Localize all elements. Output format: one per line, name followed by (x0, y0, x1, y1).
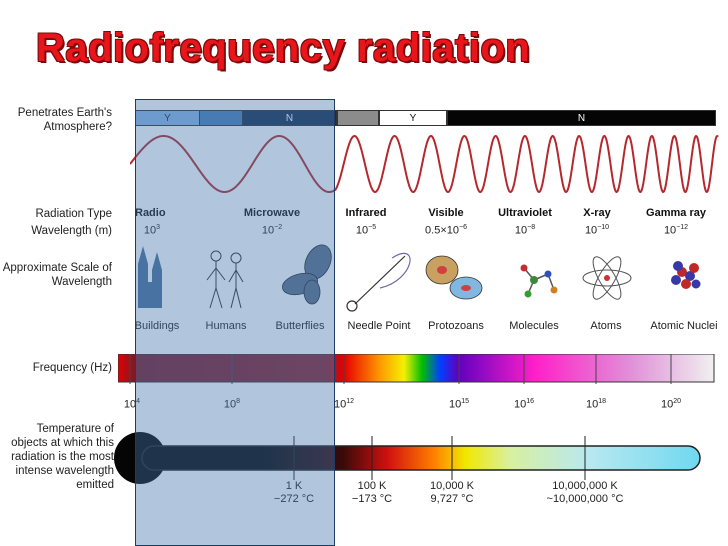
type-xray: X-ray (583, 207, 611, 219)
wavelength-microwave: 10−2 (261, 224, 283, 237)
frequency-bar (118, 354, 715, 384)
temp-1k: 1 K −272 °C (273, 480, 315, 505)
penetration-segment-no-2: N (447, 110, 716, 126)
slide-title: Radiofrequency radiation (36, 26, 531, 70)
object-buildings: Buildings (134, 320, 180, 332)
type-radio: Radio (135, 207, 166, 219)
thermometer-bar (114, 432, 701, 484)
temp-100k: 100 K −173 °C (351, 480, 393, 505)
object-atomic-nuclei: Atomic Nuclei (650, 320, 718, 332)
wavelength-gamma: 10−12 (663, 224, 689, 237)
temperature-label: Temperature of objects at which this rad… (11, 423, 114, 491)
freq-tick-15: 1015 (448, 398, 470, 411)
wavelength-visible: 0.5×10−6 (425, 224, 467, 237)
object-humans: Humans (205, 320, 247, 332)
wavelength-ultraviolet: 10−8 (514, 224, 536, 237)
needle-icon (346, 252, 411, 312)
penetration-segment-no-1: N (242, 110, 337, 126)
protozoan-icon (425, 255, 483, 300)
temp-10000k: 10,000 K 9,727 °C (429, 480, 475, 505)
freq-tick-16: 1016 (513, 398, 535, 411)
object-needle-point: Needle Point (347, 320, 411, 332)
molecule-icon (520, 264, 558, 298)
freq-tick-12: 1012 (333, 398, 355, 411)
type-microwave: Microwave (243, 207, 301, 219)
freq-tick-18: 1018 (585, 398, 607, 411)
buildings-icon (138, 246, 162, 308)
wavelength-xray: 10−10 (584, 224, 610, 237)
humans-icon (206, 250, 244, 309)
object-atoms: Atoms (590, 320, 622, 332)
object-butterflies: Butterflies (275, 320, 325, 332)
freq-tick-4: 104 (123, 398, 141, 411)
radiation-type-label: Radiation Type (35, 208, 112, 220)
penetration-segment-yes-1: Y (135, 110, 200, 126)
temp-10000000k: 10,000,000 K ~10,000,000 °C (546, 480, 624, 505)
type-infrared: Infrared (345, 207, 387, 219)
penetrates-label: Penetrates Earth's Atmosphere? (17, 107, 112, 133)
wavelength-label: Wavelength (m) (31, 225, 112, 237)
freq-tick-8: 108 (223, 398, 241, 411)
penetration-segment-partial-2 (337, 110, 379, 126)
wavelength-radio: 103 (143, 224, 161, 237)
frequency-label: Frequency (Hz) (32, 362, 112, 374)
type-ultraviolet: Ultraviolet (498, 207, 552, 219)
penetration-segment-partial (200, 110, 242, 126)
wave-graphic (130, 134, 719, 194)
wavelength-infrared: 10−5 (355, 224, 377, 237)
atom-icon (582, 256, 632, 300)
object-protozoans: Protozoans (428, 320, 484, 332)
type-visible: Visible (428, 207, 464, 219)
freq-tick-20: 1020 (660, 398, 682, 411)
object-molecules: Molecules (509, 320, 559, 332)
nucleus-icon (671, 261, 701, 289)
penetration-segment-yes-2: Y (379, 110, 447, 126)
scale-illustrations (138, 244, 701, 312)
type-gamma: Gamma ray (646, 207, 706, 219)
radiofrequency-highlight (135, 99, 335, 546)
butterfly-icon (282, 244, 332, 305)
scale-label: Approximate Scale of Wavelength (2, 262, 112, 288)
